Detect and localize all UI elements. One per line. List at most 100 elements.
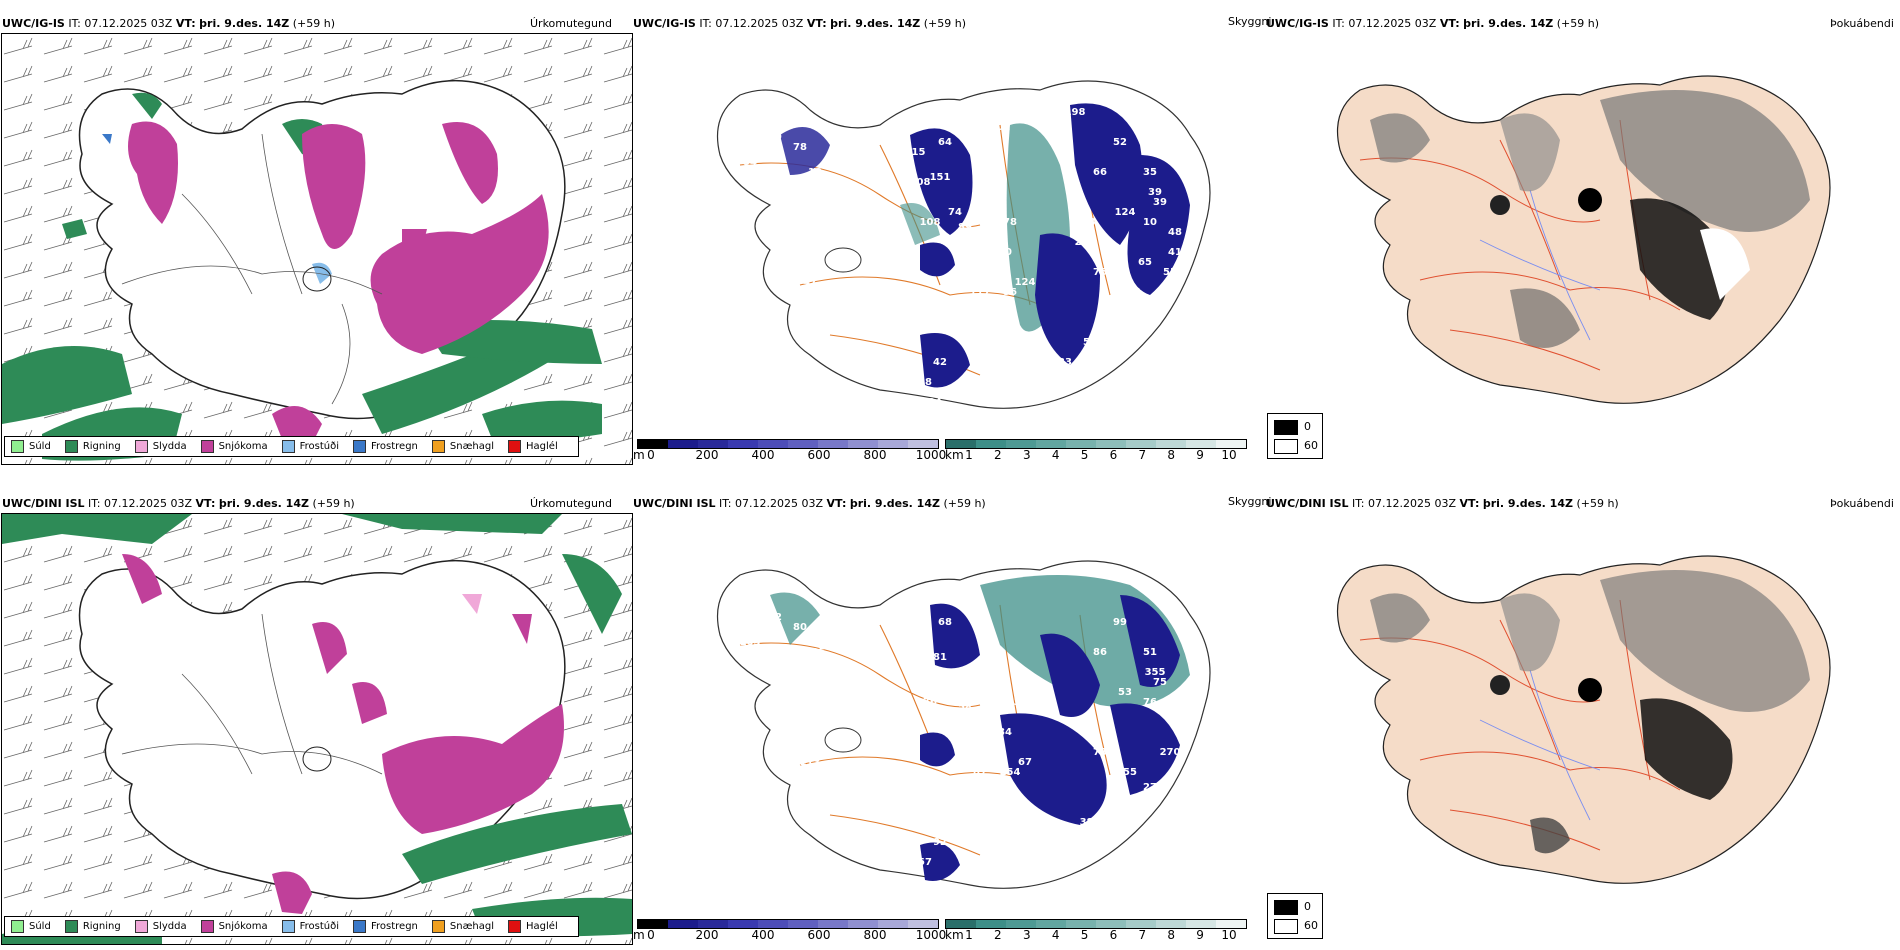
visibility-value-label: 60 [998, 247, 1012, 258]
it-label: IT: [699, 17, 712, 30]
fog-high-label: 60 [1304, 919, 1318, 932]
visibility-value-label: 90 [778, 667, 792, 678]
visibility-value-label: 60 [1133, 317, 1147, 328]
colorbar-tick-label: 6 [1109, 448, 1118, 462]
visibility-value-label: 49 [768, 132, 782, 143]
visibility-value-label: 384 [1080, 817, 1101, 828]
visibility-value-label: 58 [958, 702, 972, 713]
visibility-value-label: 270 [1160, 747, 1181, 758]
legend-swatch [508, 920, 522, 933]
colorbar-tick-label: 10 [1221, 928, 1237, 942]
lead-time: (+59 h) [1556, 17, 1600, 30]
legend-label: Haglél [526, 921, 558, 932]
visibility-value-label: 355 [1145, 667, 1166, 678]
visibility-value-label: 78 [1003, 217, 1017, 228]
it-label: IT: [68, 17, 81, 30]
precip-legend-item: Slydda [134, 920, 187, 933]
visibility-value-label: 76 [1093, 267, 1107, 278]
legend-swatch [431, 440, 445, 453]
visibility-value-label: 133 [775, 187, 796, 198]
it-label: IT: [719, 497, 732, 510]
visibility-value-label: 86 [1093, 647, 1107, 658]
visibility-value-label: 66 [1093, 167, 1107, 178]
it-value: 07.12.2025 03Z [735, 497, 824, 510]
precip-legend-item: Frostregn [353, 920, 418, 933]
visibility-value-label: 52 [1113, 137, 1127, 148]
fog-swatch-dark [1274, 900, 1298, 915]
colorbar-tick-label: 600 [807, 448, 831, 462]
vis-header-1: UWC/IG-IS IT: 07.12.2025 03Z VT: þri. 9.… [633, 17, 966, 30]
fog-low-label: 0 [1304, 900, 1311, 913]
vt-label: VT: [1439, 17, 1460, 30]
visibility-value-label: 51 [1143, 647, 1157, 658]
colorbar-tick-label: 8 [1167, 928, 1176, 942]
visibility-value-label: 73 [1093, 747, 1107, 758]
visibility-value-label: 117 [970, 287, 991, 298]
lead-time: (+59 h) [292, 17, 336, 30]
visibility-value-label: 113 [975, 262, 996, 273]
vt-value: þri. 9.des. 14Z [199, 17, 290, 30]
colorbar-tick-label: 9 [1196, 448, 1204, 462]
visibility-value-label: 80 [793, 622, 807, 633]
precip-legend-item: Rigning [64, 920, 121, 933]
precip-legend-item: Snjókoma [200, 920, 268, 933]
legend-label: Slydda [152, 921, 187, 932]
fog-legend-1: 0 60 [1267, 413, 1323, 459]
colorbar-tick-label: 0 [647, 448, 655, 462]
vt-label: VT: [175, 17, 196, 30]
visibility-value-label: 81 [933, 652, 947, 663]
legend-swatch [134, 920, 148, 933]
vt-label: VT: [1459, 497, 1480, 510]
legend-swatch [11, 440, 24, 453]
legend-swatch [200, 440, 214, 453]
colorbar-tick-label: 5 [1080, 928, 1089, 942]
colorbar-tick-label: 400 [751, 448, 775, 462]
colorbar-tick-label: 1000 [915, 928, 947, 942]
colorbar-tick-label: 200 [695, 448, 719, 462]
legend-label: Haglél [526, 441, 558, 452]
vt-value: þri. 9.des. 14Z [830, 17, 921, 30]
legend-label: Rigning [82, 441, 121, 452]
it-value: 07.12.2025 03Z [104, 497, 193, 510]
model-name: UWC/IG-IS [2, 17, 65, 30]
model-name: UWC/IG-IS [1266, 17, 1329, 30]
visibility-value-label: 174 [1055, 837, 1076, 848]
elevation-colorbar-2 [637, 919, 939, 929]
it-label: IT: [1332, 17, 1345, 30]
visibility-value-label: 76 [1143, 697, 1157, 708]
visibility-value-label: 124 [1115, 207, 1136, 218]
colorbar-tick-label: 0 [647, 928, 655, 942]
elevation-unit-2: m [633, 928, 645, 942]
legend-swatch [353, 920, 366, 933]
visibility-value-label: 68 [938, 617, 952, 628]
legend-label: Snjókoma [218, 921, 268, 932]
colorbar-tick-label: 7 [1138, 928, 1147, 942]
it-value: 07.12.2025 03Z [715, 17, 804, 30]
visibility-value-label: 254 [1000, 767, 1021, 778]
legend-label: Snjókoma [218, 441, 268, 452]
visibility-value-label: 27 [1143, 782, 1157, 793]
precip-legend-item: Snjókoma [200, 440, 268, 453]
fog-legend-2: 0 60 [1267, 893, 1323, 939]
visibility-value-label: 47 [908, 627, 922, 638]
visibility-value-label: 294 [1075, 237, 1096, 248]
legend-swatch [11, 920, 24, 933]
visibility-value-label: 153 [975, 742, 996, 753]
visibility-value-label: 124 [1015, 277, 1036, 288]
visibility-value-label: 55 [1123, 767, 1137, 778]
fog-title-2: Þokuábendi [1830, 497, 1894, 510]
precip-header-2: UWC/DINI ISL IT: 07.12.2025 03Z VT: þri.… [2, 497, 355, 510]
colorbar-tick-label: 3 [1022, 448, 1031, 462]
colorbar-tick-label: 1 [965, 448, 973, 462]
visibility-value-label: 378 [1075, 217, 1096, 228]
model-name: UWC/DINI ISL [1266, 497, 1349, 510]
legend-swatch [64, 440, 78, 453]
visibility-value-label: 74 [948, 207, 962, 218]
visibility-value-label: 69 [913, 657, 927, 668]
precip-legend-item: Súld [11, 440, 51, 453]
fog-title-1: Þokuábendi [1830, 17, 1894, 30]
legend-label: Súld [29, 441, 51, 452]
colorbar-tick-label: 4 [1051, 448, 1060, 462]
legend-label: Snæhagl [449, 441, 495, 452]
visibility-value-label: 113 [800, 757, 821, 768]
